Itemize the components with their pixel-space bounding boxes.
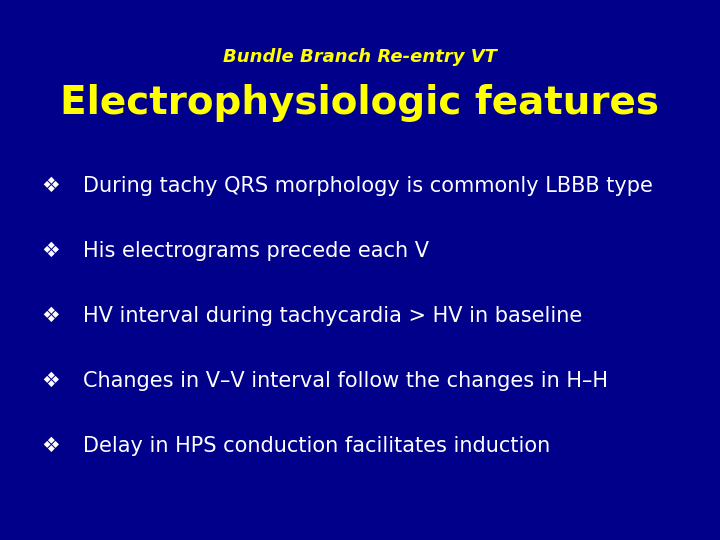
Text: ❖: ❖ (41, 370, 60, 391)
Text: ❖: ❖ (41, 306, 60, 326)
Text: Delay in HPS conduction facilitates induction: Delay in HPS conduction facilitates indu… (83, 435, 550, 456)
Text: Bundle Branch Re-entry VT: Bundle Branch Re-entry VT (223, 48, 497, 66)
Text: During tachy QRS morphology is commonly LBBB type: During tachy QRS morphology is commonly … (83, 176, 652, 197)
Text: ❖: ❖ (41, 435, 60, 456)
Text: ❖: ❖ (41, 176, 60, 197)
Text: Electrophysiologic features: Electrophysiologic features (60, 84, 660, 122)
Text: Changes in V–V interval follow the changes in H–H: Changes in V–V interval follow the chang… (83, 370, 608, 391)
Text: His electrograms precede each V: His electrograms precede each V (83, 241, 429, 261)
Text: HV interval during tachycardia > HV in baseline: HV interval during tachycardia > HV in b… (83, 306, 582, 326)
Text: ❖: ❖ (41, 241, 60, 261)
